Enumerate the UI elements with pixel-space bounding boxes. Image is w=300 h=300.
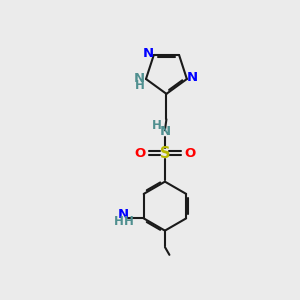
Text: O: O [134,147,146,160]
Text: N: N [143,47,154,60]
Text: H: H [152,119,161,132]
Text: H: H [124,215,134,228]
Text: N: N [118,208,129,221]
Text: S: S [160,146,170,161]
Text: N: N [159,125,170,138]
Text: N: N [187,71,198,84]
Text: H: H [134,79,144,92]
Text: O: O [184,147,196,160]
Text: H: H [113,215,123,228]
Text: N: N [134,72,145,85]
